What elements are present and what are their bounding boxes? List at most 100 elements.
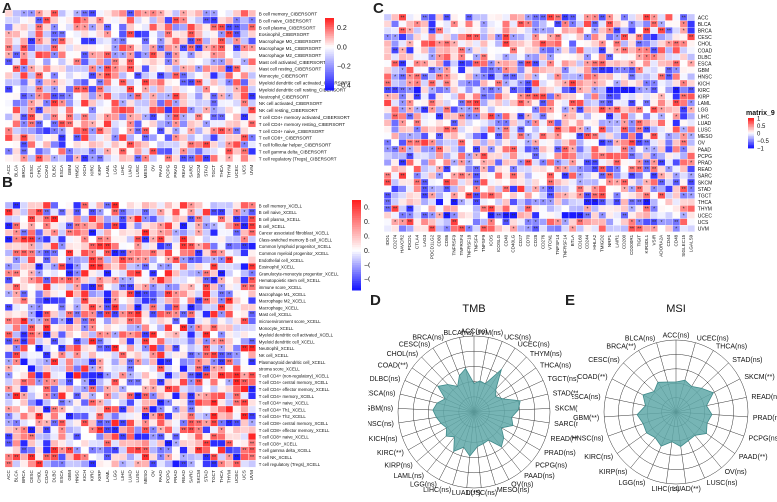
heatmap-cell bbox=[179, 127, 188, 135]
heatmap-cell bbox=[172, 351, 180, 359]
heatmap-cell bbox=[80, 358, 89, 366]
significance-mark: ** bbox=[212, 326, 217, 332]
significance-mark: ** bbox=[474, 167, 478, 173]
significance-mark: ** bbox=[143, 394, 148, 400]
heatmap-cell bbox=[118, 269, 127, 277]
heatmap-cell bbox=[679, 60, 688, 67]
heatmap-cell bbox=[642, 20, 651, 28]
heatmap-cell bbox=[194, 399, 203, 407]
heatmap-cell bbox=[398, 198, 407, 206]
heatmap-cell bbox=[679, 165, 688, 173]
heatmap-cell bbox=[232, 426, 241, 434]
significance-mark: * bbox=[205, 122, 208, 128]
significance-mark: ** bbox=[52, 12, 57, 18]
significance-mark: * bbox=[221, 312, 224, 318]
significance-mark: ** bbox=[52, 421, 57, 427]
significance-mark: * bbox=[129, 217, 132, 223]
significance-mark: ** bbox=[242, 380, 247, 386]
significance-mark: ** bbox=[197, 367, 202, 373]
significance-mark: * bbox=[91, 67, 94, 73]
significance-mark: * bbox=[675, 174, 677, 180]
heatmap-cell bbox=[58, 412, 66, 420]
heatmap-cell bbox=[65, 154, 74, 162]
significance-mark: ** bbox=[430, 226, 434, 232]
heatmap-cell bbox=[65, 51, 74, 59]
heatmap-cell bbox=[134, 222, 142, 230]
heatmap-cell bbox=[202, 405, 211, 413]
heatmap-cell bbox=[487, 185, 496, 193]
heatmap-cell bbox=[465, 66, 473, 74]
heatmap-cell bbox=[591, 225, 599, 232]
significance-mark: * bbox=[409, 28, 411, 34]
heatmap-cell bbox=[672, 126, 681, 133]
significance-mark: * bbox=[145, 87, 148, 93]
significance-mark: * bbox=[84, 380, 87, 386]
heatmap-cell bbox=[42, 446, 51, 454]
heatmap-cell bbox=[42, 460, 51, 468]
heatmap-cell bbox=[635, 13, 644, 21]
heatmap-cell bbox=[517, 46, 525, 54]
heatmap-cell bbox=[210, 30, 218, 38]
heatmap-cell bbox=[598, 73, 607, 81]
heatmap-cell bbox=[12, 37, 21, 45]
significance-mark: ** bbox=[60, 39, 65, 45]
significance-mark: ** bbox=[159, 367, 164, 373]
heatmap-cell bbox=[428, 152, 436, 160]
heatmap-cell bbox=[472, 79, 481, 87]
significance-mark: * bbox=[498, 127, 500, 133]
heatmap-cell bbox=[232, 324, 241, 332]
significance-mark: ** bbox=[90, 74, 95, 80]
significance-mark: * bbox=[213, 339, 216, 345]
heatmap-cell bbox=[12, 385, 21, 393]
heatmap-cell bbox=[134, 317, 142, 325]
colorbar-tick: −0.4 bbox=[364, 277, 370, 284]
heatmap-cell bbox=[428, 126, 436, 133]
heatmap-cell bbox=[457, 27, 466, 34]
heatmap-cell bbox=[517, 198, 525, 206]
heatmap-cell bbox=[50, 310, 59, 318]
heatmap-cell bbox=[118, 30, 127, 38]
significance-mark: * bbox=[175, 46, 178, 52]
heatmap-cell bbox=[134, 297, 142, 305]
heatmap-cell bbox=[149, 106, 158, 114]
significance-mark: ** bbox=[67, 224, 72, 230]
significance-mark: ** bbox=[460, 61, 464, 67]
heatmap-cell bbox=[568, 139, 577, 147]
significance-mark: * bbox=[129, 251, 132, 257]
significance-mark: ** bbox=[22, 319, 27, 325]
row-label: Macrophage M1_XCELL bbox=[259, 292, 307, 297]
heatmap-cell bbox=[42, 71, 51, 80]
heatmap-cell bbox=[202, 235, 211, 243]
heatmap-cell bbox=[628, 106, 636, 114]
significance-mark: ** bbox=[128, 360, 133, 366]
significance-mark: ** bbox=[37, 414, 42, 420]
heatmap-cell bbox=[12, 433, 21, 441]
heatmap-cell bbox=[435, 119, 444, 127]
heatmap-cell bbox=[465, 211, 473, 219]
heatmap-cell bbox=[134, 78, 142, 87]
row-label: NK cell_XCELL bbox=[259, 353, 289, 358]
heatmap-cell bbox=[118, 16, 127, 24]
heatmap-cell bbox=[149, 85, 158, 93]
heatmap-cell bbox=[465, 73, 473, 81]
heatmap-cell bbox=[58, 365, 66, 373]
significance-mark: * bbox=[15, 237, 18, 243]
significance-mark: * bbox=[190, 285, 193, 291]
heatmap-cell bbox=[591, 46, 599, 54]
row-label: Common lymphoid progenitor_XCELL bbox=[259, 244, 332, 249]
heatmap-cell bbox=[20, 269, 28, 277]
significance-mark: ** bbox=[37, 108, 42, 114]
heatmap-cell bbox=[248, 78, 256, 87]
significance-mark: * bbox=[61, 448, 64, 454]
significance-mark: ** bbox=[75, 87, 80, 93]
heatmap-cell bbox=[96, 433, 104, 441]
significance-mark: ** bbox=[593, 200, 597, 206]
heatmap-cell bbox=[27, 351, 36, 359]
heatmap-cell bbox=[179, 30, 188, 38]
heatmap-cell bbox=[156, 392, 165, 400]
significance-mark: * bbox=[401, 48, 403, 54]
significance-mark: * bbox=[646, 147, 648, 153]
heatmap-cell bbox=[194, 106, 203, 114]
heatmap-cell bbox=[12, 378, 21, 386]
heatmap-cell bbox=[420, 53, 429, 61]
